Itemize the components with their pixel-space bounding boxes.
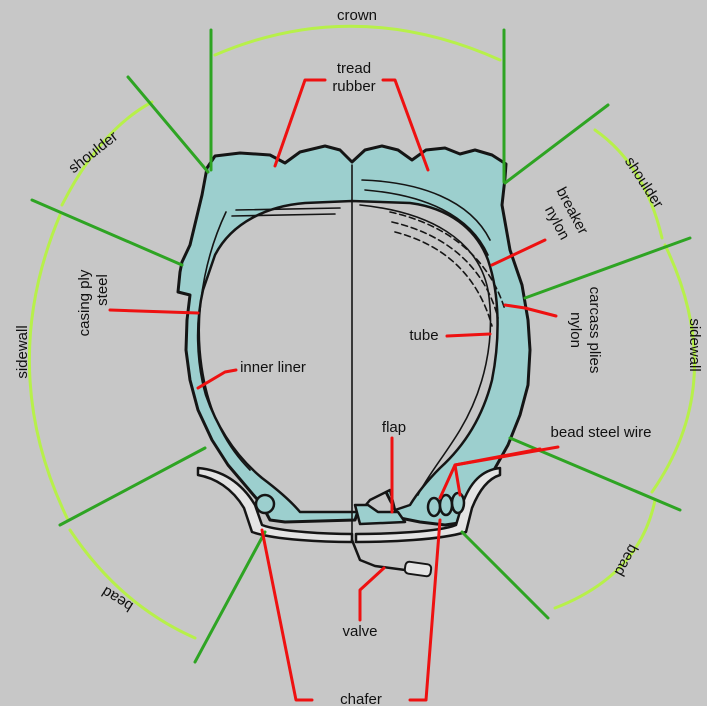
label-sidewall-right: sidewall [686, 318, 703, 371]
label-flap: flap [382, 419, 406, 436]
bead-arc-left [68, 528, 197, 640]
label-carcass-plies: carcass plies [586, 287, 603, 374]
label-inner-liner: inner liner [240, 359, 306, 376]
carcass-plies-leader [503, 303, 558, 318]
bead-wire-right [438, 493, 454, 517]
boundary-line [460, 530, 550, 620]
casing-ply-line [198, 211, 251, 471]
tread-rubber-leader [381, 78, 430, 172]
bead-wire-right [450, 491, 466, 515]
leader-lines [108, 78, 560, 702]
bead-steel-wire-leader [453, 447, 542, 497]
boundary-line [126, 75, 210, 174]
wheel-rim [196, 466, 502, 578]
label-casing-ply-steel: steel [94, 274, 111, 306]
label-sidewall-left: sidewall [14, 325, 31, 378]
valve-stem [350, 538, 422, 574]
tube-leader [445, 332, 492, 338]
shoulder-arc-left [60, 100, 154, 207]
label-tube: tube [409, 327, 438, 344]
label-crown: crown [337, 7, 377, 24]
carcass-ply-line [391, 221, 499, 319]
tire-body [176, 144, 532, 541]
region-arcs [27, 24, 697, 640]
chafer-leader [260, 528, 314, 702]
tread-rubber-leader [273, 78, 327, 168]
flap-shape [353, 503, 407, 526]
carcass-ply-line [389, 211, 506, 311]
inner-liner-leader [196, 368, 238, 390]
casing-ply-leader [108, 308, 200, 315]
casing-ply-line [235, 207, 341, 211]
breaker-line [364, 189, 489, 256]
sidewall-arc-right [650, 243, 697, 494]
chafer-leader [408, 518, 442, 702]
bead-wire-left [254, 493, 276, 515]
breaker-nylon-leader [490, 238, 547, 267]
crown-arc [213, 24, 502, 62]
casing-ply-line [231, 213, 336, 217]
boundary-line [30, 198, 184, 267]
carcass-ply-line [394, 231, 493, 327]
label-valve: valve [342, 623, 377, 640]
label-bead-steel-wire: bead steel wire [551, 424, 652, 441]
valve-leader [358, 566, 386, 622]
bead-wire-right [426, 496, 442, 518]
boundary-line [58, 446, 207, 527]
valve-cap [403, 560, 433, 578]
label-casing-ply: casing ply [76, 269, 93, 336]
boundary-line [503, 103, 610, 185]
boundary-line [523, 236, 692, 300]
shoulder-arc-right [593, 128, 664, 240]
sidewall-arc-left [27, 213, 70, 522]
label-carcass-nylon: nylon [567, 312, 584, 348]
label-bead-right: bead [611, 541, 642, 578]
label-shoulder-right: shoulder [621, 154, 667, 212]
label-tread: tread [337, 60, 371, 77]
label-shoulder-left: shoulder [65, 128, 121, 177]
boundary-line [193, 530, 267, 664]
breaker-line [361, 179, 491, 241]
label-chafer: chafer [340, 691, 382, 706]
label-rubber: rubber [332, 78, 375, 95]
bead-arc-right [553, 498, 657, 610]
tube-outline [359, 204, 492, 496]
